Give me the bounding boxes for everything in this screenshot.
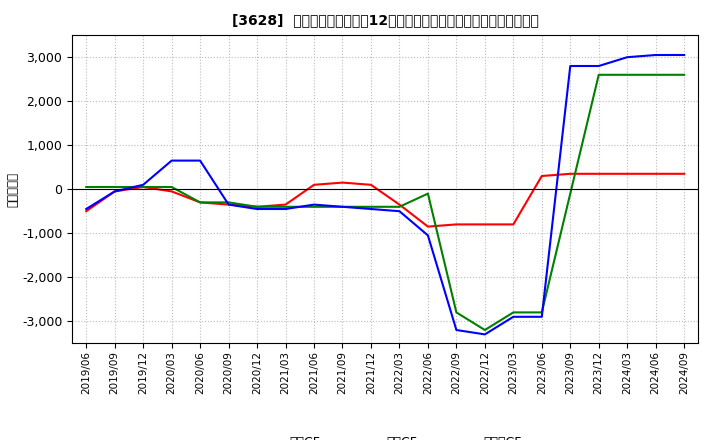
営業CF — [110, 189, 119, 194]
営業CF — [652, 171, 660, 176]
投資CF — [225, 200, 233, 205]
営業CF — [139, 184, 148, 190]
営業CF — [537, 173, 546, 179]
フリーCF — [282, 206, 290, 212]
投資CF — [139, 184, 148, 190]
フリーCF — [366, 206, 375, 212]
投資CF — [537, 310, 546, 315]
営業CF — [282, 202, 290, 207]
フリーCF — [225, 202, 233, 207]
フリーCF — [566, 63, 575, 69]
営業CF — [509, 222, 518, 227]
フリーCF — [110, 189, 119, 194]
フリーCF — [310, 202, 318, 207]
フリーCF — [595, 63, 603, 69]
フリーCF — [196, 158, 204, 163]
投資CF — [253, 204, 261, 209]
フリーCF — [480, 332, 489, 337]
フリーCF — [509, 314, 518, 319]
投資CF — [566, 191, 575, 196]
営業CF — [253, 204, 261, 209]
投資CF — [595, 72, 603, 77]
Y-axis label: （百万円）: （百万円） — [6, 172, 19, 207]
営業CF — [310, 182, 318, 187]
営業CF — [82, 209, 91, 214]
フリーCF — [537, 314, 546, 319]
フリーCF — [452, 327, 461, 333]
投資CF — [680, 72, 688, 77]
投資CF — [652, 72, 660, 77]
Line: 営業CF: 営業CF — [86, 174, 684, 227]
営業CF — [423, 224, 432, 229]
投資CF — [395, 204, 404, 209]
営業CF — [623, 171, 631, 176]
営業CF — [196, 200, 204, 205]
営業CF — [167, 189, 176, 194]
投資CF — [509, 310, 518, 315]
フリーCF — [680, 52, 688, 58]
営業CF — [680, 171, 688, 176]
投資CF — [366, 204, 375, 209]
投資CF — [623, 72, 631, 77]
投資CF — [167, 184, 176, 190]
フリーCF — [652, 52, 660, 58]
Line: 投資CF: 投資CF — [86, 75, 684, 330]
フリーCF — [167, 158, 176, 163]
営業CF — [366, 182, 375, 187]
営業CF — [595, 171, 603, 176]
投資CF — [196, 200, 204, 205]
投資CF — [282, 204, 290, 209]
フリーCF — [253, 206, 261, 212]
投資CF — [82, 184, 91, 190]
営業CF — [338, 180, 347, 185]
フリーCF — [395, 209, 404, 214]
投資CF — [452, 310, 461, 315]
Line: フリーCF: フリーCF — [86, 55, 684, 334]
営業CF — [566, 171, 575, 176]
Legend: 営業CF, 投資CF, フリーCF: 営業CF, 投資CF, フリーCF — [243, 431, 527, 440]
フリーCF — [623, 55, 631, 60]
営業CF — [452, 222, 461, 227]
営業CF — [480, 222, 489, 227]
投資CF — [310, 204, 318, 209]
フリーCF — [423, 233, 432, 238]
投資CF — [480, 327, 489, 333]
投資CF — [338, 204, 347, 209]
Title: [3628]  キャッシュフローの12か月移動合計の対前年同期増減額の推移: [3628] キャッシュフローの12か月移動合計の対前年同期増減額の推移 — [232, 13, 539, 27]
投資CF — [110, 184, 119, 190]
営業CF — [395, 202, 404, 207]
フリーCF — [82, 206, 91, 212]
投資CF — [423, 191, 432, 196]
フリーCF — [338, 204, 347, 209]
営業CF — [225, 202, 233, 207]
フリーCF — [139, 182, 148, 187]
